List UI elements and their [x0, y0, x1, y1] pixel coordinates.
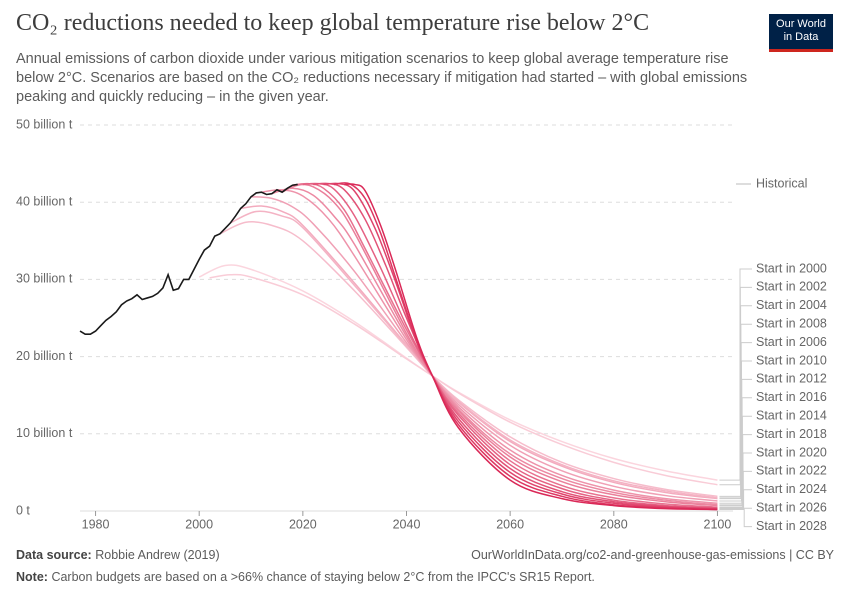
legend-label: Start in 2006 — [756, 335, 827, 349]
series-line — [261, 188, 718, 505]
legend-label: Start in 2028 — [756, 519, 827, 533]
y-tick-label: 40 billion t — [16, 194, 73, 208]
legend-connector — [719, 305, 752, 497]
legend-connector — [719, 268, 752, 481]
legend-label: Start in 2002 — [756, 280, 827, 294]
legend-connector — [719, 489, 752, 510]
series-line — [219, 220, 718, 498]
note-text: Carbon budgets are based on a >66% chanc… — [51, 570, 595, 584]
legend-label: Start in 2004 — [756, 298, 827, 312]
series-line — [209, 273, 718, 486]
source: Data source: Robbie Andrew (2019) — [16, 548, 220, 562]
note-label: Note: — [16, 570, 48, 584]
note: Note: Carbon budgets are based on a >66%… — [16, 570, 595, 584]
legend-label: Start in 2018 — [756, 427, 827, 441]
series-line — [79, 183, 298, 336]
y-tick-label: 10 billion t — [16, 426, 73, 440]
legend-connector — [719, 323, 752, 500]
source-text: Robbie Andrew (2019) — [95, 548, 220, 562]
legend-label: Start in 2014 — [756, 408, 827, 422]
series-line — [229, 210, 718, 499]
url[interactable]: OurWorldInData.org/co2-and-greenhouse-ga… — [471, 548, 834, 562]
series-line — [250, 196, 718, 502]
legend-connector — [719, 286, 752, 486]
series-line — [344, 183, 718, 511]
series-line — [292, 182, 718, 508]
series-line — [198, 264, 718, 481]
x-tick-label: 1980 — [82, 517, 110, 531]
legend-label: Start in 2026 — [756, 500, 827, 514]
legend-label: Start in 2012 — [756, 372, 827, 386]
legend-label: Start in 2000 — [756, 261, 827, 275]
series-line — [333, 182, 718, 511]
legend-connector — [719, 342, 752, 499]
subtitle: Annual emissions of carbon dioxide under… — [16, 51, 748, 105]
logo-line: in Data — [783, 31, 819, 43]
title: CO₂ reductions needed to keep global tem… — [16, 10, 650, 36]
source-label: Data source: — [16, 548, 92, 562]
x-tick-label: 2040 — [393, 517, 421, 531]
legend-label: Start in 2024 — [756, 482, 827, 496]
legend-label: Start in 2010 — [756, 353, 827, 367]
x-tick-label: 2080 — [600, 517, 628, 531]
y-tick-label: 30 billion t — [16, 272, 73, 286]
legend-connector — [719, 508, 752, 528]
logo-line: Our World — [776, 18, 826, 30]
y-tick-label: 50 billion t — [16, 117, 73, 131]
x-tick-label: 2020 — [289, 517, 317, 531]
x-tick-label: 2100 — [704, 517, 732, 531]
y-tick-label: 20 billion t — [16, 349, 73, 363]
series-line — [271, 187, 718, 506]
y-tick-label: 0 t — [16, 503, 30, 517]
legend-label: Start in 2016 — [756, 390, 827, 404]
legend-connector — [719, 415, 752, 506]
legend-label: Historical — [756, 176, 807, 190]
series-line — [302, 182, 718, 509]
x-tick-label: 2060 — [496, 517, 524, 531]
logo[interactable]: Our World in Data — [769, 14, 833, 52]
legend-label: Start in 2020 — [756, 445, 827, 459]
legend-label: Start in 2022 — [756, 464, 827, 478]
legend-label: Start in 2008 — [756, 316, 827, 330]
x-tick-label: 2000 — [185, 517, 213, 531]
